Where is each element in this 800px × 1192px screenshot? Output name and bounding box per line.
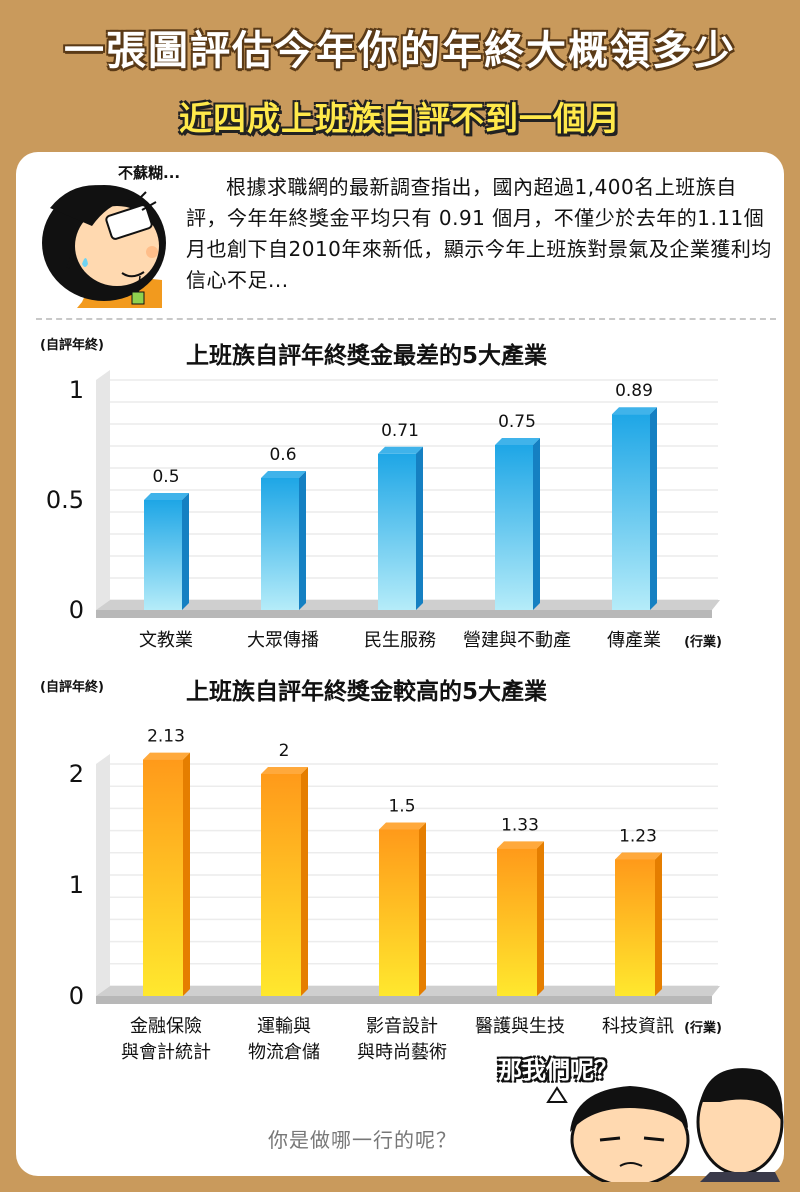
bar-top [497, 841, 544, 849]
y-tick-label: 0 [69, 982, 84, 1010]
category-label: 與會計統計 [121, 1042, 211, 1063]
bar [378, 453, 416, 610]
page-title: 一張圖評估今年你的年終大概領多少 [64, 28, 736, 74]
bar-side [419, 822, 426, 996]
bar-top [261, 471, 306, 478]
bar-side [655, 852, 662, 996]
value-label: 0.6 [269, 445, 296, 465]
ask-bubble-text: 那我們呢？ [498, 1056, 618, 1084]
floor-edge [96, 610, 712, 618]
bar-top [612, 407, 657, 415]
footer-question: 你是做哪一行的呢？ [268, 1128, 457, 1152]
value-label: 2 [279, 741, 290, 761]
bar-top [379, 822, 426, 830]
category-label: 影音設計 [366, 1016, 438, 1037]
bar [379, 829, 419, 996]
axis-wall [96, 370, 110, 610]
axis-wall [96, 754, 110, 996]
category-label: 物流倉儲 [248, 1042, 320, 1063]
bar-top [144, 493, 189, 500]
bar [495, 445, 533, 610]
bar [615, 859, 655, 996]
mascot-illustration [42, 185, 166, 308]
bar [144, 500, 182, 610]
bar-side [301, 767, 308, 996]
bar-top [378, 446, 423, 454]
chart1-title: 上班族自評年終獎金最差的5大產業 [186, 343, 548, 369]
value-label: 0.89 [615, 381, 653, 401]
category-label: 與時尚藝術 [357, 1042, 447, 1063]
bar-side [533, 438, 540, 610]
chart1-plot: 0 0.5 1 0.5 文教業 0.6 大眾傳播 0.71 民生服務 0.75 營建與不動產 0.89… [46, 370, 722, 651]
characters-illustration [570, 1068, 784, 1182]
x-unit-label: (行業) [684, 1020, 722, 1036]
bar [497, 848, 537, 996]
bar-top [143, 752, 190, 760]
y-tick-label: 1 [69, 871, 84, 899]
bar-side [182, 493, 189, 610]
bubble-label: 不蘇糊... [118, 164, 181, 182]
category-label: 大眾傳播 [247, 630, 319, 651]
y-tick-label: 0.5 [46, 486, 84, 514]
page-subtitle: 近四成上班族自評不到一個月 [179, 99, 621, 138]
bar-top [495, 438, 540, 445]
floor-edge [96, 996, 712, 1004]
bar-top [261, 767, 308, 774]
bar-side [416, 446, 423, 610]
category-label: 運輸與 [257, 1016, 311, 1037]
bar [612, 414, 650, 610]
category-label: 金融保險 [130, 1016, 202, 1037]
content-card [16, 152, 784, 1176]
category-label: 科技資訊 [602, 1016, 674, 1037]
value-label: 1.5 [388, 797, 415, 817]
value-label: 0.71 [381, 421, 419, 441]
category-label: 傳產業 [607, 630, 661, 651]
section-divider [36, 318, 776, 320]
y-tick-label: 1 [69, 376, 84, 404]
x-unit-label: (行業) [684, 634, 722, 650]
intro-paragraph: 根據求職網的最新調查指出，國內超過1,400名上班族自評，今年年終獎金平均只有 … [186, 175, 772, 292]
value-label: 1.33 [501, 815, 539, 835]
category-label: 醫護與生技 [475, 1016, 565, 1037]
bar [143, 759, 183, 996]
bar-side [299, 471, 306, 610]
chart2-y-unit: (自評年終) [40, 680, 104, 695]
bar [261, 774, 301, 996]
y-tick-label: 0 [69, 596, 84, 624]
speech-pointer-icon [546, 1086, 568, 1103]
value-label: 0.5 [152, 467, 179, 487]
chart1-y-unit: (自評年終) [40, 338, 104, 353]
bar [261, 478, 299, 610]
category-label: 文教業 [139, 630, 193, 651]
category-label: 民生服務 [364, 630, 436, 651]
bar-top [615, 852, 662, 860]
value-label: 0.75 [498, 412, 536, 432]
bar-side [650, 407, 657, 610]
bar-side [183, 752, 190, 996]
chart2-title: 上班族自評年終獎金較高的5大產業 [186, 679, 548, 705]
bar-side [537, 841, 544, 996]
value-label: 2.13 [147, 727, 185, 747]
y-tick-label: 2 [69, 760, 84, 788]
value-label: 1.23 [619, 826, 657, 846]
category-label: 營建與不動產 [463, 630, 571, 651]
